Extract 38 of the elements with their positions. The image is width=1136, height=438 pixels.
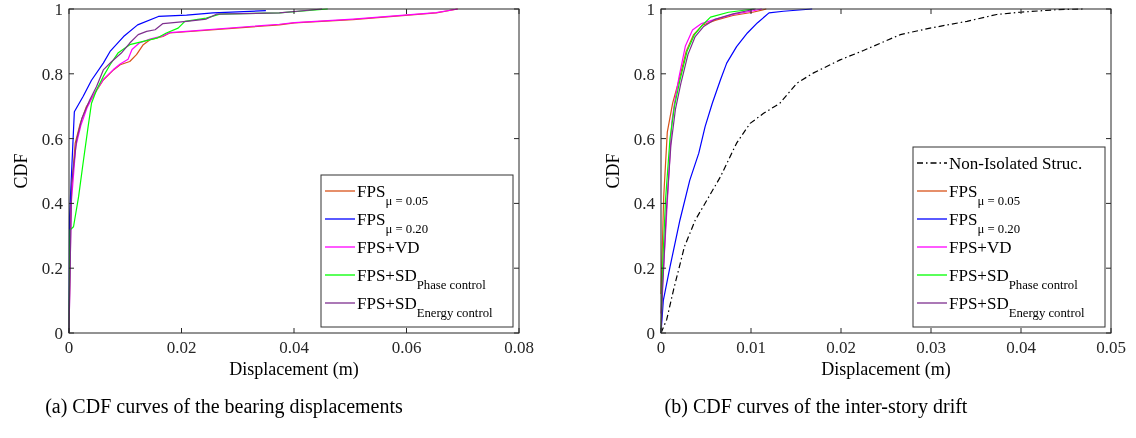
x-tick-label: 0.06 xyxy=(391,338,422,357)
legend-label: FPS+VD xyxy=(357,238,420,257)
legend-label: FPS$_{μ = 0.05}$ xyxy=(949,182,1021,208)
y-tick-label: 0.4 xyxy=(41,194,64,214)
x-tick-label: 0.01 xyxy=(736,338,766,357)
legend-label: FPS+SD$_{Energy control}$ xyxy=(357,294,494,320)
x-tick-label: 0.03 xyxy=(916,338,946,357)
x-tick-label: 0.05 xyxy=(1096,338,1126,357)
x-tick-label: 0.08 xyxy=(504,338,534,357)
y-tick-label: 1 xyxy=(646,0,655,19)
y-axis-title: CDF xyxy=(603,153,623,189)
legend-label: FPS$_{μ = 0.20}$ xyxy=(949,210,1021,236)
legend-label: FPS+SD$_{Phase control}$ xyxy=(949,266,1079,292)
y-tick-label: 0.2 xyxy=(633,259,655,279)
x-axis-title: Displacement (m) xyxy=(229,359,359,380)
y-tick-label: 0 xyxy=(54,324,63,343)
x-tick-label: 0.02 xyxy=(166,338,197,357)
x-axis-title: Displacement (m) xyxy=(821,359,951,380)
y-tick-label: 0.8 xyxy=(41,64,63,84)
x-tick-label: 0.04 xyxy=(279,338,310,357)
y-tick-label: 1 xyxy=(54,0,63,19)
legend-label: Non-Isolated Struc. xyxy=(949,154,1083,173)
y-axis-title: CDF xyxy=(11,153,31,189)
y-tick-label: 0.4 xyxy=(633,194,656,214)
y-tick-label: 0.2 xyxy=(41,259,63,279)
y-tick-label: 0 xyxy=(646,324,655,343)
legend-label: FPS+SD$_{Phase control}$ xyxy=(357,266,487,292)
y-tick-label: 0.6 xyxy=(633,129,655,149)
x-tick-label: 0.02 xyxy=(826,338,856,357)
text: (b) CDF curves of the inter-story drift xyxy=(664,395,968,418)
legend-label: FPS+SD$_{Energy control}$ xyxy=(949,294,1086,320)
y-tick-label: 0.6 xyxy=(41,129,63,149)
legend-label: FPS+VD xyxy=(949,238,1012,257)
x-tick-label: 0.04 xyxy=(1006,338,1037,357)
legend-label: FPS$_{μ = 0.05}$ xyxy=(357,182,429,208)
y-tick-label: 0.8 xyxy=(633,64,655,84)
text: (a) CDF curves of the bearing displacements xyxy=(45,395,404,418)
legend-label: FPS$_{μ = 0.20}$ xyxy=(357,210,429,236)
